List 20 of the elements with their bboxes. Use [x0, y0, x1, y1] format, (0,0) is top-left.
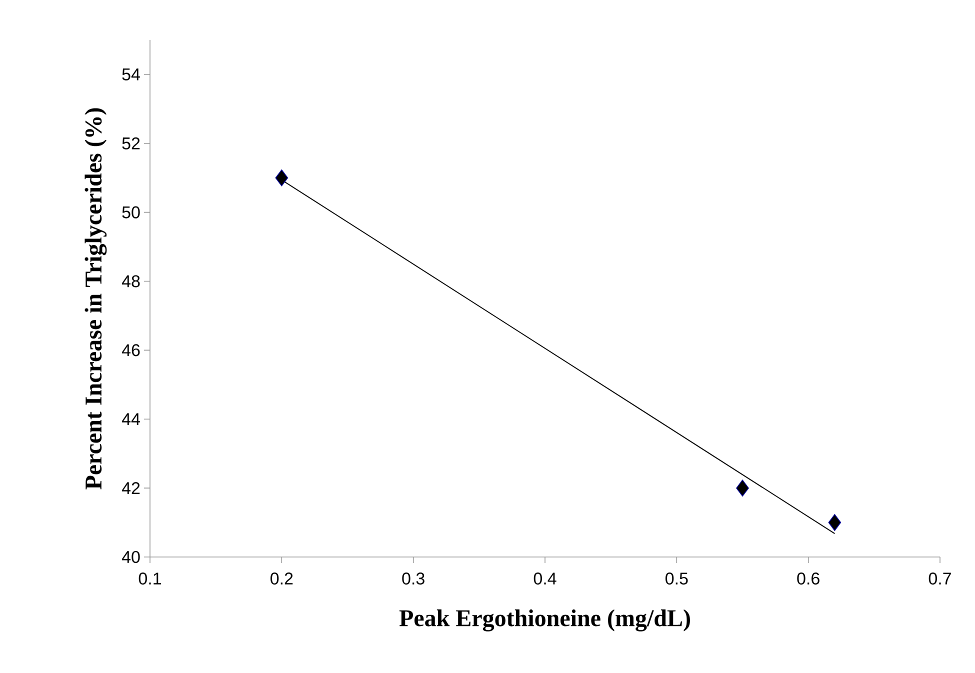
- y-tick-label: 54: [122, 68, 140, 80]
- y-tick-label: 52: [122, 137, 140, 150]
- y-tick-label: 46: [122, 344, 140, 356]
- y-tick-label: 40: [122, 550, 140, 564]
- point: [828, 514, 842, 531]
- y-tick-label: 42: [122, 482, 140, 494]
- x-tick-label: 0.5: [666, 572, 688, 585]
- x-tick-label: 0.3: [402, 572, 424, 585]
- x-tick-label: 0.7: [928, 572, 951, 585]
- x-tick-label: 0.6: [797, 572, 820, 585]
- y-tick-label: 48: [122, 275, 140, 288]
- x-tick-label: 0.2: [270, 572, 293, 585]
- y-tick-label: 50: [122, 206, 140, 218]
- x-tick-label: 0.4: [534, 572, 556, 585]
- x-tick-label: 0.1: [138, 572, 161, 585]
- y-axis-title: Percent Increase in Triglycerides (%): [84, 108, 107, 490]
- x-axis-title: Peak Ergothioneine (mg/dL): [399, 609, 690, 632]
- y-tick-label: 44: [122, 413, 140, 425]
- point: [736, 480, 749, 496]
- point: [275, 169, 288, 186]
